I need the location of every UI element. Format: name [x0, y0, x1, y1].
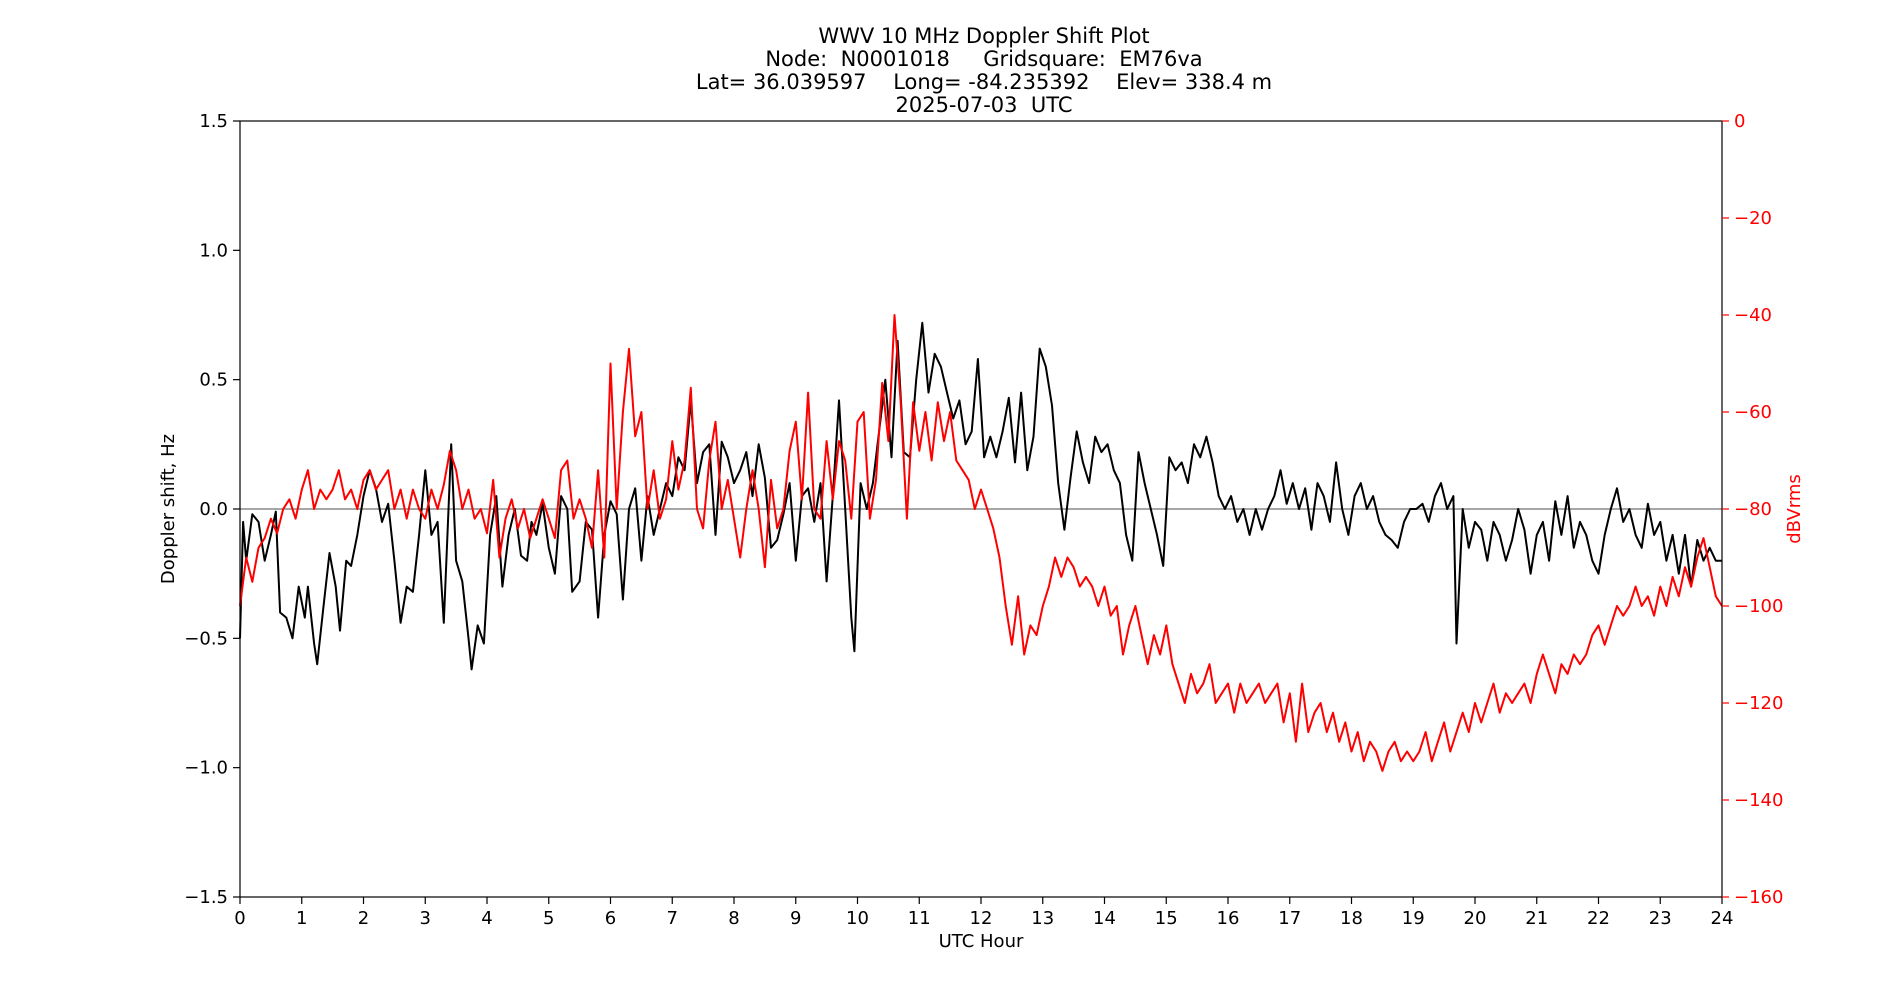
x-tick-label: 10 [846, 908, 869, 929]
power-series-line [239, 314, 1723, 772]
y-tick-label: −1.0 [184, 758, 228, 779]
x-tick-label: 21 [1525, 908, 1548, 929]
x-tick-label: 23 [1649, 908, 1672, 929]
x-axis-label: UTC Hour [939, 931, 1024, 952]
x-tick-label: 22 [1587, 908, 1610, 929]
chart-subtitle-location: Lat= 36.039597 Long= -84.235392 Elev= 33… [695, 70, 1273, 94]
y-tick-label: 1.0 [199, 240, 228, 261]
x-axis: 0 1 2 3 4 5 6 7 8 9 10 11 12 13 14 15 16 17 18 19 20 21 22 23 24 [234, 897, 1733, 929]
x-tick-label: 0 [234, 908, 245, 929]
y2-tick-label: −120 [1734, 693, 1783, 714]
x-tick-label: 15 [1155, 908, 1178, 929]
x-tick-label: 14 [1093, 908, 1116, 929]
x-tick-label: 8 [728, 908, 739, 929]
x-tick-label: 2 [358, 908, 369, 929]
x-tick-label: 16 [1217, 908, 1240, 929]
x-tick-label: 1 [296, 908, 307, 929]
x-tick-label: 17 [1278, 908, 1301, 929]
x-tick-label: 20 [1464, 908, 1487, 929]
x-tick-label: 6 [605, 908, 616, 929]
y2-tick-label: −40 [1734, 305, 1772, 326]
x-tick-label: 7 [667, 908, 678, 929]
x-tick-label: 19 [1402, 908, 1425, 929]
y-tick-label: −0.5 [184, 628, 228, 649]
y2-tick-label: −60 [1734, 402, 1772, 423]
y2-tick-label: −140 [1734, 790, 1783, 811]
x-tick-label: 9 [790, 908, 801, 929]
x-tick-label: 3 [420, 908, 431, 929]
y2-axis-label: dBVrms [1784, 474, 1805, 544]
x-tick-label: 12 [970, 908, 993, 929]
x-tick-label: 11 [908, 908, 931, 929]
y-tick-label: −1.5 [184, 887, 228, 908]
y2-tick-label: −160 [1734, 887, 1783, 908]
y-tick-label: 1.5 [199, 111, 228, 132]
x-tick-label: 4 [481, 908, 492, 929]
x-tick-label: 24 [1711, 908, 1734, 929]
y-tick-label: 0.5 [199, 370, 228, 391]
y2-tick-label: 0 [1734, 111, 1745, 132]
y2-tick-label: −20 [1734, 208, 1772, 229]
chart-subtitle-node: Node: N0001018 Gridsquare: EM76va [765, 47, 1203, 71]
doppler-series-line [239, 321, 1722, 671]
x-tick-label: 18 [1340, 908, 1363, 929]
series-group [239, 314, 1723, 772]
chart-subtitle-date: 2025-07-03 UTC [895, 93, 1073, 117]
y-tick-label: 0.0 [199, 499, 228, 520]
x-tick-label: 13 [1031, 908, 1054, 929]
x-tick-label: 5 [543, 908, 554, 929]
y-axis-left: 1.5 1.0 0.5 0.0 −0.5 −1.0 −1.5 [184, 111, 240, 908]
y-axis-label: Doppler shift, Hz [158, 434, 179, 584]
chart-title: WWV 10 MHz Doppler Shift Plot [818, 24, 1150, 48]
y2-tick-label: −100 [1734, 596, 1783, 617]
y-axis-right: 0 −20 −40 −60 −80 −100 −120 −140 −160 [1722, 111, 1783, 908]
y2-tick-label: −80 [1734, 499, 1772, 520]
